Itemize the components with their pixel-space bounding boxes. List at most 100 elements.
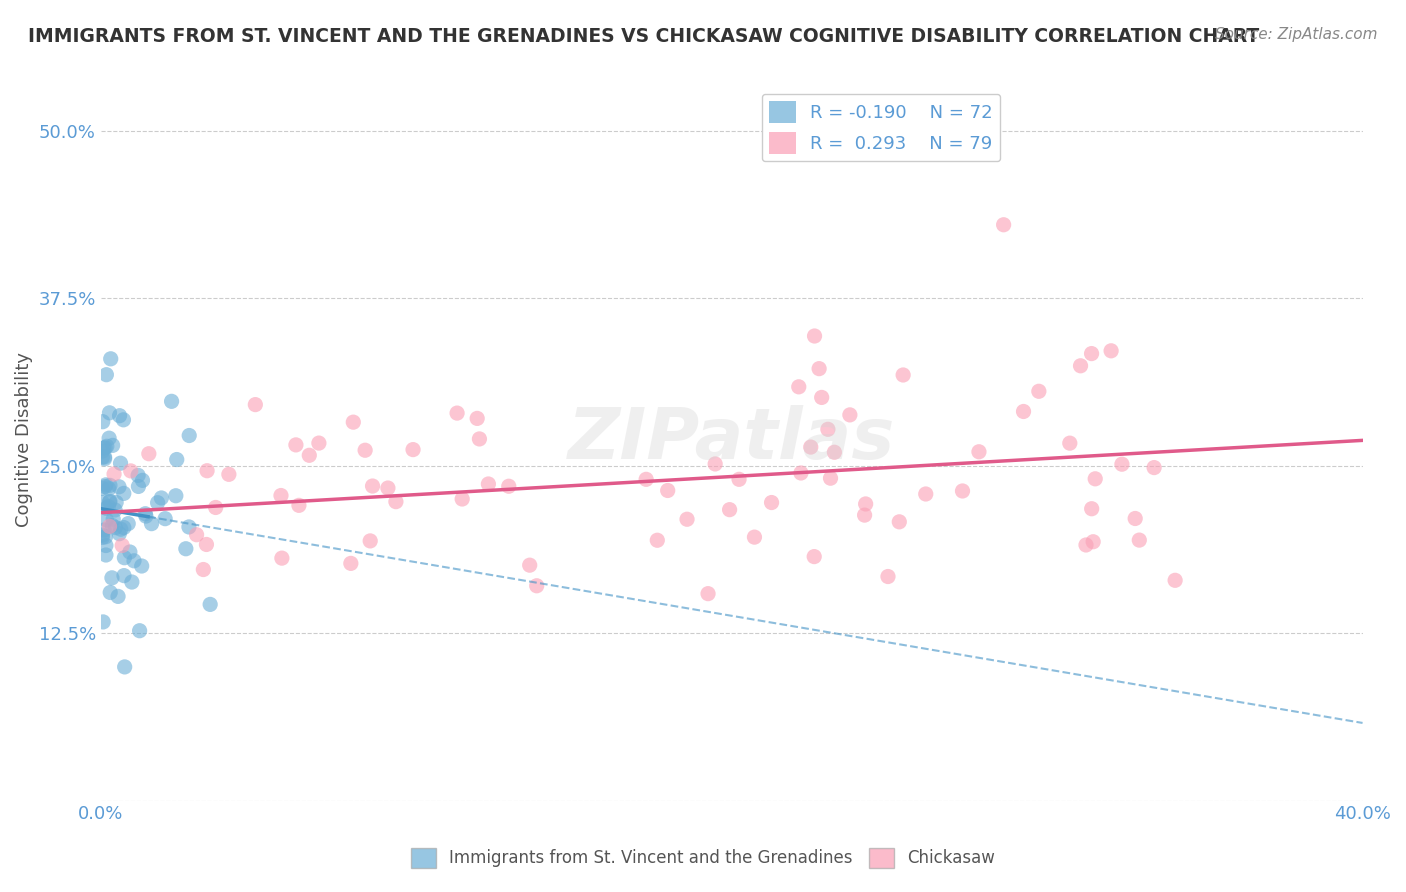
Immigrants from St. Vincent and the Grenadines — [91, 481, 114, 495]
Immigrants from St. Vincent and the Grenadines — [101, 571, 124, 585]
Immigrants from St. Vincent and the Grenadines — [94, 530, 117, 544]
Chickasaw — [676, 512, 699, 526]
Chickasaw — [1099, 343, 1122, 358]
Immigrants from St. Vincent and the Grenadines — [100, 351, 122, 366]
Immigrants from St. Vincent and the Grenadines — [98, 478, 121, 492]
Immigrants from St. Vincent and the Grenadines — [98, 495, 121, 509]
Chickasaw — [377, 481, 399, 495]
Immigrants from St. Vincent and the Grenadines — [103, 512, 125, 526]
Chickasaw — [1084, 472, 1107, 486]
Immigrants from St. Vincent and the Grenadines — [93, 450, 115, 464]
Immigrants from St. Vincent and the Grenadines — [112, 520, 135, 534]
Y-axis label: Cognitive Disability: Cognitive Disability — [15, 351, 32, 526]
Immigrants from St. Vincent and the Grenadines — [153, 511, 176, 525]
Text: Source: ZipAtlas.com: Source: ZipAtlas.com — [1215, 27, 1378, 42]
Chickasaw — [1070, 359, 1092, 373]
Immigrants from St. Vincent and the Grenadines — [98, 585, 121, 599]
Chickasaw — [1080, 346, 1102, 360]
Chickasaw — [193, 562, 215, 576]
Chickasaw — [195, 464, 218, 478]
Immigrants from St. Vincent and the Grenadines — [91, 530, 114, 544]
Chickasaw — [891, 368, 914, 382]
Immigrants from St. Vincent and the Grenadines — [98, 431, 121, 445]
Chickasaw — [98, 519, 121, 533]
Chickasaw — [1164, 574, 1187, 588]
Chickasaw — [111, 539, 134, 553]
Chickasaw — [1081, 534, 1104, 549]
Immigrants from St. Vincent and the Grenadines — [112, 486, 135, 500]
Immigrants from St. Vincent and the Grenadines — [94, 441, 117, 455]
Immigrants from St. Vincent and the Grenadines — [146, 496, 169, 510]
Immigrants from St. Vincent and the Grenadines — [94, 539, 117, 553]
Chickasaw — [704, 457, 727, 471]
Chickasaw — [761, 495, 783, 509]
Immigrants from St. Vincent and the Grenadines — [96, 439, 118, 453]
Immigrants from St. Vincent and the Grenadines — [108, 409, 131, 423]
Chickasaw — [855, 497, 877, 511]
Chickasaw — [645, 533, 668, 548]
Chickasaw — [451, 491, 474, 506]
Immigrants from St. Vincent and the Grenadines — [105, 495, 128, 509]
Immigrants from St. Vincent and the Grenadines — [131, 474, 153, 488]
Chickasaw — [889, 515, 911, 529]
Chickasaw — [218, 467, 240, 482]
Chickasaw — [385, 494, 408, 508]
Chickasaw — [359, 533, 381, 548]
Immigrants from St. Vincent and the Grenadines — [91, 495, 114, 509]
Chickasaw — [468, 432, 491, 446]
Immigrants from St. Vincent and the Grenadines — [98, 406, 121, 420]
Immigrants from St. Vincent and the Grenadines — [134, 507, 156, 521]
Chickasaw — [1074, 538, 1097, 552]
Immigrants from St. Vincent and the Grenadines — [165, 489, 187, 503]
Immigrants from St. Vincent and the Grenadines — [91, 615, 114, 629]
Immigrants from St. Vincent and the Grenadines — [93, 523, 115, 537]
Chickasaw — [284, 438, 307, 452]
Chickasaw — [103, 467, 125, 481]
Chickasaw — [526, 579, 548, 593]
Chickasaw — [1128, 533, 1150, 547]
Chickasaw — [914, 487, 936, 501]
Legend: R = -0.190    N = 72, R =  0.293    N = 79: R = -0.190 N = 72, R = 0.293 N = 79 — [762, 94, 1000, 161]
Immigrants from St. Vincent and the Grenadines — [104, 520, 127, 534]
Chickasaw — [790, 466, 813, 480]
Chickasaw — [718, 502, 741, 516]
Chickasaw — [952, 483, 974, 498]
Chickasaw — [298, 448, 321, 462]
Immigrants from St. Vincent and the Grenadines — [198, 598, 221, 612]
Immigrants from St. Vincent and the Grenadines — [97, 482, 120, 496]
Immigrants from St. Vincent and the Grenadines — [166, 452, 188, 467]
Immigrants from St. Vincent and the Grenadines — [101, 438, 124, 452]
Immigrants from St. Vincent and the Grenadines — [177, 520, 200, 534]
Chickasaw — [1123, 511, 1146, 525]
Immigrants from St. Vincent and the Grenadines — [141, 516, 163, 531]
Immigrants from St. Vincent and the Grenadines — [91, 450, 114, 465]
Immigrants from St. Vincent and the Grenadines — [112, 413, 135, 427]
Chickasaw — [465, 411, 488, 425]
Immigrants from St. Vincent and the Grenadines — [127, 479, 149, 493]
Chickasaw — [120, 464, 142, 478]
Chickasaw — [477, 477, 499, 491]
Chickasaw — [744, 530, 766, 544]
Immigrants from St. Vincent and the Grenadines — [96, 513, 118, 527]
Immigrants from St. Vincent and the Grenadines — [128, 624, 150, 638]
Chickasaw — [967, 444, 990, 458]
Immigrants from St. Vincent and the Grenadines — [131, 559, 153, 574]
Chickasaw — [402, 442, 425, 457]
Chickasaw — [803, 329, 825, 343]
Immigrants from St. Vincent and the Grenadines — [174, 541, 197, 556]
Immigrants from St. Vincent and the Grenadines — [91, 415, 114, 429]
Chickasaw — [1143, 460, 1166, 475]
Chickasaw — [1080, 501, 1102, 516]
Immigrants from St. Vincent and the Grenadines — [110, 522, 132, 536]
Chickasaw — [853, 508, 876, 522]
Chickasaw — [1028, 384, 1050, 399]
Immigrants from St. Vincent and the Grenadines — [112, 550, 135, 565]
Chickasaw — [810, 391, 832, 405]
Immigrants from St. Vincent and the Grenadines — [127, 468, 149, 483]
Chickasaw — [308, 436, 330, 450]
Immigrants from St. Vincent and the Grenadines — [98, 494, 121, 508]
Chickasaw — [808, 361, 831, 376]
Chickasaw — [1059, 436, 1081, 450]
Immigrants from St. Vincent and the Grenadines — [93, 451, 115, 466]
Chickasaw — [195, 537, 218, 551]
